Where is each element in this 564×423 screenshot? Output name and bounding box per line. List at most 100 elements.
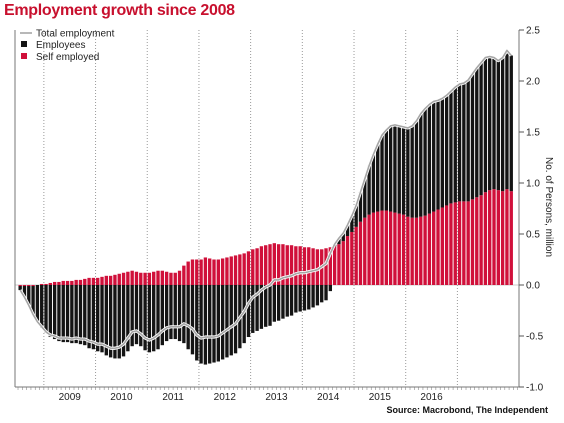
self-employed-bar	[52, 281, 57, 285]
self-employed-bar	[496, 190, 500, 285]
employees-bar	[139, 285, 143, 347]
self-employed-bar	[169, 272, 173, 285]
employees-bar	[272, 285, 276, 322]
employees-bar	[371, 154, 376, 213]
self-employed-bar	[74, 279, 78, 285]
employees-bar	[164, 285, 169, 342]
self-employed-bar	[177, 270, 182, 285]
employees-bar	[108, 285, 113, 358]
employees-bar	[113, 285, 117, 359]
employees-bar	[96, 285, 100, 352]
employees-bar	[57, 285, 61, 342]
employees-bar	[27, 286, 31, 306]
self-employed-bar	[337, 244, 341, 285]
self-employed-bar	[229, 256, 233, 285]
employees-bar	[479, 62, 483, 196]
self-employed-bar	[350, 231, 354, 285]
employees-bar	[307, 285, 311, 310]
self-employed-bar	[367, 214, 371, 285]
employees-bar	[419, 113, 423, 217]
self-employed-bar	[500, 191, 505, 285]
self-employed-bar	[414, 217, 419, 285]
self-employed-bar	[311, 248, 315, 285]
self-employed-bar	[22, 285, 27, 287]
employees-bar	[302, 285, 307, 311]
employees-bar	[470, 73, 475, 200]
self-employed-bar	[48, 282, 52, 285]
employees-bar	[388, 125, 393, 212]
employees-bar	[18, 286, 22, 291]
employees-bar	[483, 57, 488, 193]
self-employed-bar	[298, 246, 302, 285]
self-employed-bar	[475, 197, 479, 285]
employees-bar	[121, 285, 126, 357]
employees-bar	[358, 192, 363, 222]
employees-bar	[48, 285, 52, 338]
year-label: 2011	[162, 392, 184, 403]
axes: 2.5 2.0 1.5 1.0 0.5 0.0 -0.5 -1.0 2009 2010 2011 20…	[14, 26, 544, 403]
employees-bar	[152, 285, 156, 352]
self-employed-bar	[108, 275, 113, 285]
self-employed-bar	[251, 249, 255, 285]
self-employed-bar	[121, 272, 126, 285]
self-employed-bar	[220, 258, 225, 285]
year-label: 2012	[214, 392, 237, 403]
employees-bar	[401, 126, 406, 215]
self-employed-bar	[345, 236, 350, 285]
self-employed-bar	[61, 280, 65, 285]
employees-bar	[44, 285, 48, 333]
self-employed-bar	[264, 245, 268, 285]
year-label: 2015	[369, 392, 392, 403]
employees-bar	[311, 285, 315, 308]
self-employed-bar	[427, 213, 432, 285]
employees-bar	[216, 285, 220, 362]
employees-bar	[195, 285, 199, 361]
y-tick-label: 1.5	[526, 128, 540, 139]
employees-bar	[427, 104, 432, 214]
self-employed-bar	[268, 244, 272, 285]
self-employed-bar	[27, 285, 31, 287]
employees-bar	[147, 285, 152, 353]
self-employed-bar	[397, 213, 401, 285]
employees-bar	[126, 285, 130, 352]
self-employed-bar	[238, 254, 242, 285]
self-employed-bar	[160, 270, 164, 285]
employees-bar	[182, 285, 186, 344]
self-employed-bar	[87, 277, 91, 285]
employees-bar	[406, 127, 410, 217]
legend-swatch-self-employed	[21, 53, 27, 59]
self-employed-bar	[212, 259, 216, 285]
year-label: 2010	[110, 392, 133, 403]
self-employed-bar	[388, 211, 393, 285]
employees-bar	[324, 285, 328, 301]
employees-bar	[143, 285, 147, 351]
employees-bar	[354, 205, 358, 227]
employees-bar	[276, 285, 281, 321]
employees-bar	[87, 285, 91, 349]
employees-bar	[156, 285, 160, 350]
employees-bar	[509, 55, 513, 192]
legend-label-employees: Employees	[36, 40, 85, 51]
employees-bar	[190, 285, 195, 355]
self-employed-bar	[354, 226, 358, 285]
self-employed-bar	[208, 258, 212, 285]
employees-bar	[393, 124, 397, 213]
employees-bar	[52, 285, 57, 340]
self-employed-bar	[242, 253, 246, 285]
self-employed-bar	[371, 212, 376, 285]
self-employed-bar	[289, 245, 294, 285]
self-employed-bar	[488, 190, 492, 285]
year-label: 2009	[59, 392, 82, 403]
self-employed-bar	[307, 247, 311, 285]
self-employed-bar	[483, 192, 488, 285]
self-employed-bar	[393, 212, 397, 285]
self-employed-bar	[104, 275, 108, 285]
employees-bar	[380, 135, 384, 211]
employees-bar	[367, 165, 371, 215]
employees-bar	[285, 285, 289, 317]
self-employed-bar	[423, 215, 427, 285]
legend-label-total: Total employment	[36, 29, 115, 40]
self-employed-bar	[285, 245, 289, 285]
self-employed-bar	[156, 270, 160, 285]
